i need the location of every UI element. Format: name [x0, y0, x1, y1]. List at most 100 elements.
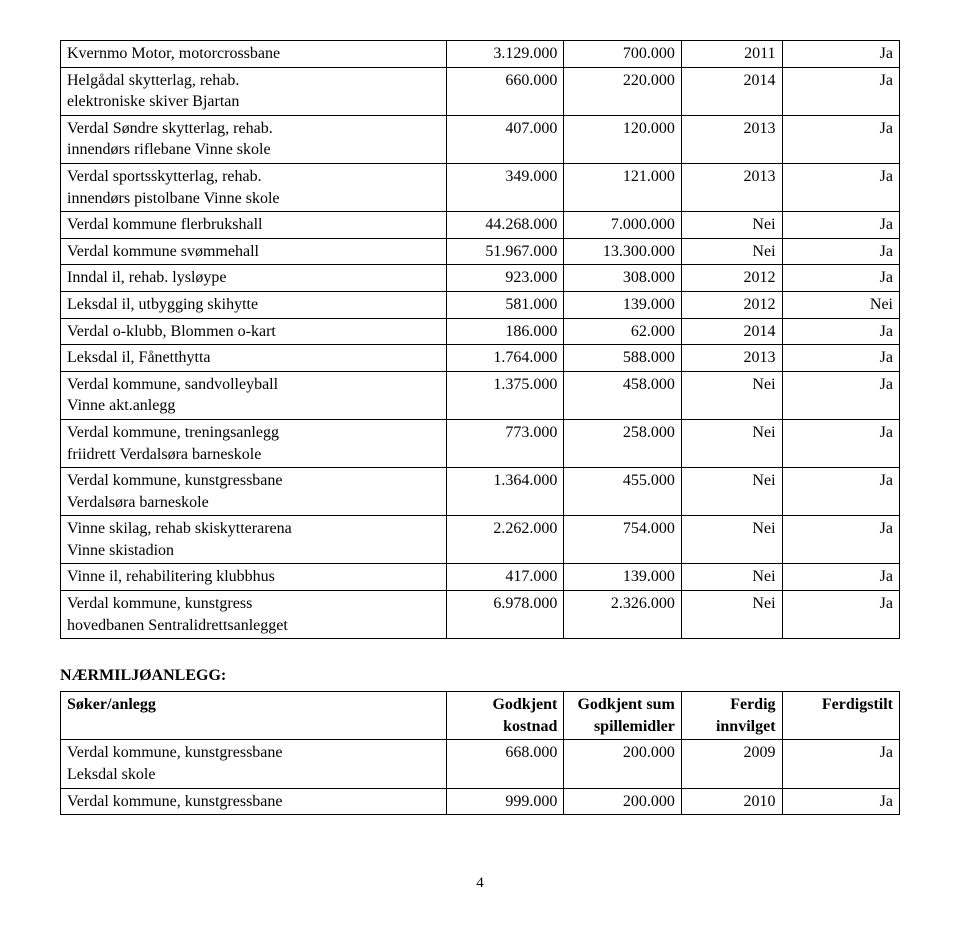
cell-a: 407.000: [446, 115, 563, 163]
cell-d: Ja: [782, 419, 899, 467]
cell-b: 258.000: [564, 419, 681, 467]
cell-name: Verdal o-klubb, Blommen o-kart: [61, 318, 447, 345]
cell-a: 1.375.000: [446, 371, 563, 419]
table-row: Verdal o-klubb, Blommen o-kart186.00062.…: [61, 318, 900, 345]
cell-d: Ja: [782, 516, 899, 564]
cell-a: 773.000: [446, 419, 563, 467]
table-row: Verdal kommune, kunstgressbane999.000200…: [61, 788, 900, 815]
cell-d: Ja: [782, 740, 899, 788]
cell-a: 581.000: [446, 291, 563, 318]
cell-name: Verdal kommune, sandvolleyballVinne akt.…: [61, 371, 447, 419]
cell-d: Ja: [782, 591, 899, 639]
cell-d: Ferdigstilt: [782, 692, 899, 740]
cell-c: Nei: [681, 468, 782, 516]
cell-a: 1.764.000: [446, 345, 563, 372]
table-row: Verdal sportsskytterlag, rehab.innendørs…: [61, 163, 900, 211]
cell-c: 2011: [681, 41, 782, 68]
cell-a: 2.262.000: [446, 516, 563, 564]
cell-c: Ferdiginnvilget: [681, 692, 782, 740]
table-row: Inndal il, rehab. lysløype923.000308.000…: [61, 265, 900, 292]
cell-c: 2012: [681, 291, 782, 318]
cell-b: 200.000: [564, 788, 681, 815]
cell-a: 660.000: [446, 67, 563, 115]
cell-c: 2009: [681, 740, 782, 788]
cell-d: Ja: [782, 788, 899, 815]
cell-name: Verdal kommune flerbrukshall: [61, 212, 447, 239]
table-row: Helgådal skytterlag, rehab.elektroniske …: [61, 67, 900, 115]
cell-c: 2010: [681, 788, 782, 815]
table-row: Verdal kommune, kunstgressbaneVerdalsøra…: [61, 468, 900, 516]
cell-d: Ja: [782, 345, 899, 372]
table-row: Kvernmo Motor, motorcrossbane3.129.00070…: [61, 41, 900, 68]
cell-b: 13.300.000: [564, 238, 681, 265]
cell-b: 200.000: [564, 740, 681, 788]
table-row: Verdal kommune svømmehall51.967.00013.30…: [61, 238, 900, 265]
cell-d: Ja: [782, 564, 899, 591]
cell-a: 668.000: [446, 740, 563, 788]
cell-b: 2.326.000: [564, 591, 681, 639]
cell-name: Verdal kommune, kunstgressbaneLeksdal sk…: [61, 740, 447, 788]
cell-name: Verdal kommune, treningsanleggfriidrett …: [61, 419, 447, 467]
cell-b: 754.000: [564, 516, 681, 564]
cell-d: Nei: [782, 291, 899, 318]
cell-a: 51.967.000: [446, 238, 563, 265]
cell-b: 62.000: [564, 318, 681, 345]
cell-a: 999.000: [446, 788, 563, 815]
page-number: 4: [60, 875, 900, 892]
cell-b: 7.000.000: [564, 212, 681, 239]
cell-b: 700.000: [564, 41, 681, 68]
table-header-row: Søker/anleggGodkjentkostnadGodkjent sums…: [61, 692, 900, 740]
cell-b: 139.000: [564, 291, 681, 318]
cell-b: 588.000: [564, 345, 681, 372]
cell-c: 2013: [681, 345, 782, 372]
section-heading: NÆRMILJØANLEGG:: [60, 667, 900, 685]
cell-b: 220.000: [564, 67, 681, 115]
cell-b: 120.000: [564, 115, 681, 163]
cell-b: 139.000: [564, 564, 681, 591]
cell-c: Nei: [681, 591, 782, 639]
cell-d: Ja: [782, 265, 899, 292]
cell-d: Ja: [782, 115, 899, 163]
cell-a: 349.000: [446, 163, 563, 211]
cell-d: Ja: [782, 371, 899, 419]
cell-name: Vinne skilag, rehab skiskytterarenaVinne…: [61, 516, 447, 564]
cell-d: Ja: [782, 238, 899, 265]
cell-a: 186.000: [446, 318, 563, 345]
cell-name: Verdal Søndre skytterlag, rehab.innendør…: [61, 115, 447, 163]
cell-name: Helgådal skytterlag, rehab.elektroniske …: [61, 67, 447, 115]
cell-name: Verdal kommune, kunstgressbane: [61, 788, 447, 815]
cell-name: Leksdal il, Fånetthytta: [61, 345, 447, 372]
cell-b: 121.000: [564, 163, 681, 211]
table-row: Leksdal il, utbygging skihytte581.000139…: [61, 291, 900, 318]
cell-a: 417.000: [446, 564, 563, 591]
cell-c: Nei: [681, 238, 782, 265]
cell-c: Nei: [681, 212, 782, 239]
cell-c: Nei: [681, 564, 782, 591]
cell-d: Ja: [782, 67, 899, 115]
table-row: Verdal kommune, kunstgresshovedbanen Sen…: [61, 591, 900, 639]
cell-name: Leksdal il, utbygging skihytte: [61, 291, 447, 318]
cell-a: Godkjentkostnad: [446, 692, 563, 740]
cell-b: 458.000: [564, 371, 681, 419]
cell-name: Kvernmo Motor, motorcrossbane: [61, 41, 447, 68]
cell-c: 2014: [681, 318, 782, 345]
cell-name: Verdal sportsskytterlag, rehab.innendørs…: [61, 163, 447, 211]
table-row: Verdal kommune, sandvolleyballVinne akt.…: [61, 371, 900, 419]
cell-d: Ja: [782, 163, 899, 211]
table-row: Verdal kommune, treningsanleggfriidrett …: [61, 419, 900, 467]
cell-name: Verdal kommune svømmehall: [61, 238, 447, 265]
cell-name: Verdal kommune, kunstgressbaneVerdalsøra…: [61, 468, 447, 516]
section2-table: Søker/anleggGodkjentkostnadGodkjent sums…: [60, 691, 900, 815]
cell-a: 44.268.000: [446, 212, 563, 239]
main-table: Kvernmo Motor, motorcrossbane3.129.00070…: [60, 40, 900, 639]
cell-c: 2013: [681, 163, 782, 211]
cell-name: Vinne il, rehabilitering klubbhus: [61, 564, 447, 591]
cell-c: Nei: [681, 371, 782, 419]
table-row: Verdal kommune, kunstgressbaneLeksdal sk…: [61, 740, 900, 788]
cell-a: 6.978.000: [446, 591, 563, 639]
cell-c: Nei: [681, 516, 782, 564]
cell-a: 1.364.000: [446, 468, 563, 516]
cell-b: 308.000: [564, 265, 681, 292]
cell-a: 3.129.000: [446, 41, 563, 68]
cell-c: 2014: [681, 67, 782, 115]
